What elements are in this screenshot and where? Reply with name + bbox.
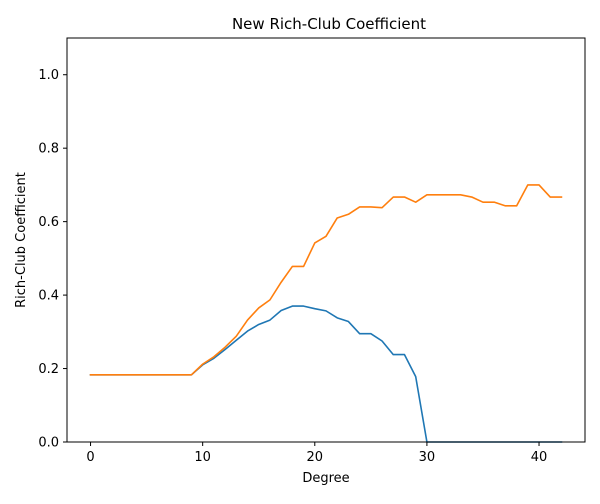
series-points-2 <box>91 185 562 375</box>
y-tick-label: 0.8 <box>38 142 59 157</box>
plot-frame <box>67 38 585 442</box>
chart-title: New Rich-Club Coefficient <box>232 15 426 33</box>
y-tick-label: 0.6 <box>38 215 59 230</box>
y-tick-label: 0.2 <box>38 362 59 377</box>
series-line-2 <box>91 185 562 375</box>
x-tick-label: 10 <box>194 450 211 465</box>
x-tick-label: 30 <box>419 450 436 465</box>
y-axis-label: Rich-Club Coefficient <box>14 172 29 308</box>
y-tick-label: 0.0 <box>38 436 59 451</box>
x-tick-label: 20 <box>307 450 324 465</box>
x-axis-label: Degree <box>302 471 349 486</box>
y-tick-label: 1.0 <box>38 68 59 83</box>
x-tick-label: 0 <box>86 450 94 465</box>
y-tick-label: 0.4 <box>38 289 59 304</box>
series-layer <box>91 185 562 442</box>
x-tick-label: 40 <box>531 450 548 465</box>
